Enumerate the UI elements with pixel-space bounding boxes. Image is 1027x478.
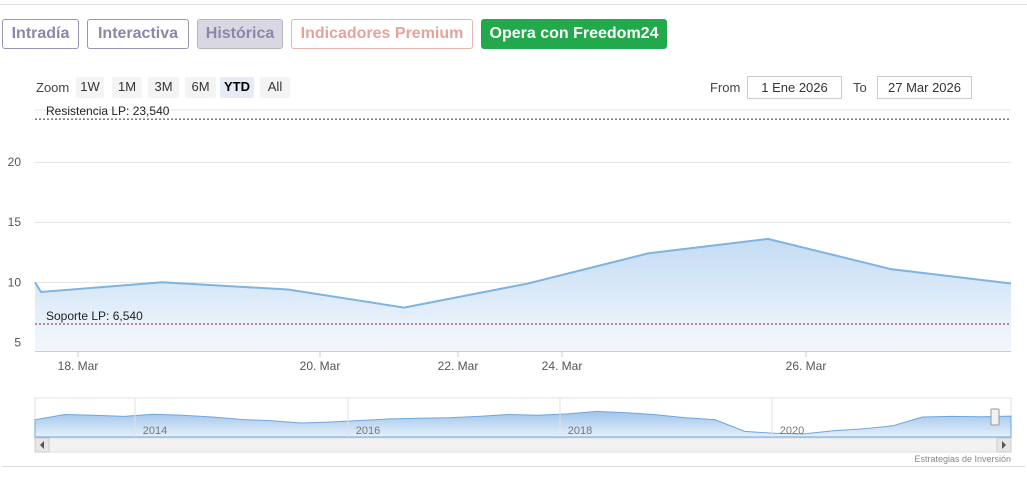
zoom-1m-button[interactable]: 1M <box>112 77 142 98</box>
tab-intradia[interactable]: Intradía <box>2 19 79 49</box>
plot-lines: Resistencia LP: 23,540 Soporte LP: 6,540 <box>35 104 1011 325</box>
navigator-year-label: 2014 <box>143 425 167 437</box>
tab-interactiva[interactable]: Interactiva <box>87 19 189 49</box>
x-axis-labels: 18. Mar 20. Mar 22. Mar 24. Mar 26. Mar <box>58 351 827 373</box>
scroll-right-arrow-icon <box>1002 441 1006 449</box>
footer-divider <box>2 466 1025 467</box>
opera-freedom24-button[interactable]: Opera con Freedom24 <box>481 19 667 49</box>
from-label: From <box>710 80 741 95</box>
y-axis-labels: 5 10 15 20 <box>8 155 22 350</box>
y-tick-label: 10 <box>8 275 22 289</box>
navigator-year-label: 2016 <box>356 425 380 437</box>
to-date-input[interactable]: 27 Mar 2026 <box>877 76 972 99</box>
credits-label: Estrategias de Inversión <box>914 454 1011 464</box>
navigator-year-label: 2018 <box>568 425 592 437</box>
navigator-year-label: 2020 <box>780 425 804 437</box>
zoom-1w-button[interactable]: 1W <box>76 77 104 98</box>
x-tick-label: 24. Mar <box>542 359 583 373</box>
price-line <box>34 237 1012 309</box>
x-tick-label: 20. Mar <box>300 359 341 373</box>
resistance-label: Resistencia LP: 23,540 <box>46 104 170 118</box>
navigator-series <box>34 410 1012 438</box>
navigator: 2014 2016 2018 2020 <box>34 397 1012 453</box>
zoom-6m-button[interactable]: 6M <box>185 77 216 98</box>
navigator-scrollbar-track[interactable] <box>34 437 1012 453</box>
from-date-input[interactable]: 1 Ene 2026 <box>747 76 842 99</box>
x-tick-label: 26. Mar <box>786 359 827 373</box>
price-area-series <box>34 237 1012 351</box>
top-divider <box>0 4 1027 5</box>
zoom-all-button[interactable]: All <box>260 77 290 98</box>
price-area-fill <box>35 238 1011 351</box>
to-label: To <box>853 80 867 95</box>
support-label: Soporte LP: 6,540 <box>46 309 143 323</box>
scroll-left-arrow-icon <box>40 441 44 449</box>
y-tick-label: 5 <box>14 336 21 350</box>
zoom-3m-button[interactable]: 3M <box>148 77 179 98</box>
y-tick-label: 15 <box>8 215 22 229</box>
y-tick-label: 20 <box>8 155 22 169</box>
navigator-handle[interactable] <box>990 408 1000 426</box>
tab-indicadores-premium[interactable]: Indicadores Premium <box>291 19 473 49</box>
tab-historica[interactable]: Histórica <box>197 19 283 49</box>
x-tick-label: 22. Mar <box>438 359 479 373</box>
zoom-label: Zoom <box>36 80 70 95</box>
zoom-ytd-button[interactable]: YTD <box>220 77 254 98</box>
x-tick-label: 18. Mar <box>58 359 99 373</box>
